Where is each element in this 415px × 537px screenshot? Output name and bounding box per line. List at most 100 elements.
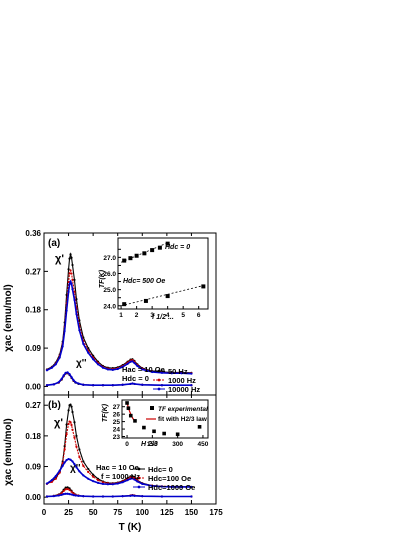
series-point <box>111 368 114 371</box>
inset-b-point <box>128 413 133 418</box>
series-point <box>70 375 73 379</box>
series-point <box>129 477 132 480</box>
series-point <box>68 488 71 492</box>
inset-a-ylabel: TF(K) <box>99 269 106 288</box>
series-point <box>68 257 71 260</box>
inset-b-point <box>125 401 129 405</box>
series-point <box>87 477 90 480</box>
series-point <box>57 494 60 497</box>
series-point <box>69 458 72 461</box>
inset-a-label-top: Hdc = 0 <box>165 244 190 251</box>
inset-b-point <box>175 432 180 437</box>
series-point <box>61 345 64 348</box>
series-point <box>60 377 63 380</box>
series-point <box>180 372 183 375</box>
series-point <box>70 405 73 408</box>
series-point <box>190 384 193 387</box>
series-point <box>96 481 100 484</box>
legend-label: 10000 Hz <box>168 385 200 394</box>
series-point <box>141 495 144 498</box>
series-point <box>64 488 67 491</box>
panel-b-chi-imag: χ'' <box>70 463 81 474</box>
series-point <box>65 423 68 426</box>
series-point <box>66 486 69 489</box>
series-point <box>54 474 57 478</box>
series-point <box>136 364 139 368</box>
series-point <box>64 371 67 374</box>
series-point <box>71 263 74 267</box>
series-point <box>67 290 70 293</box>
series-point <box>82 464 85 467</box>
legend-label: 1000 Hz <box>168 376 196 385</box>
series-point <box>64 486 67 489</box>
series-point <box>106 368 109 371</box>
series-point <box>70 423 73 427</box>
inset-a-point <box>157 245 162 250</box>
series-point <box>75 312 78 316</box>
series-point <box>68 283 71 286</box>
series-point <box>63 461 66 464</box>
series-point <box>77 382 80 385</box>
inset-a-x-tick-label: 3 <box>150 312 154 319</box>
series-point <box>69 403 72 406</box>
inset-a-y-tick-label: 24.0 <box>103 303 116 310</box>
series-point <box>70 493 73 496</box>
series-point <box>68 487 71 490</box>
legend-marker <box>137 485 141 489</box>
series-point <box>160 495 164 498</box>
inset-b-y-tick-label: 24 <box>113 427 121 434</box>
inset-a-point <box>201 284 206 289</box>
series-point <box>73 421 76 424</box>
inset-b-x-tick-label: 150 <box>147 441 158 448</box>
series-point <box>52 495 55 498</box>
inset-a-fit <box>121 284 207 307</box>
inset-b-legend-points: TF experimental <box>158 406 208 413</box>
series-point <box>151 370 154 374</box>
series-point <box>73 463 76 466</box>
series-point <box>92 384 95 387</box>
y-tick-label: 0.18 <box>25 306 41 315</box>
panel-a-hdc: Hdc = 0 <box>122 374 149 383</box>
series-point <box>87 467 90 471</box>
legend-marker <box>157 369 161 373</box>
series-point <box>170 372 173 375</box>
series-point <box>62 493 65 496</box>
series-point <box>61 464 64 467</box>
series-point <box>65 458 68 462</box>
inset-a-point <box>128 256 133 261</box>
series-point <box>52 383 55 386</box>
inset-a-y-tick-label: 25.0 <box>103 287 116 294</box>
series-point <box>78 455 81 459</box>
y-tick-label: 0.00 <box>25 493 41 502</box>
series-point <box>121 365 124 368</box>
series-point <box>180 485 183 489</box>
series-point <box>71 278 74 281</box>
series-point <box>92 495 95 498</box>
panel-a-ylabel: χac (emu/mol) <box>3 284 14 351</box>
series-point <box>101 384 105 387</box>
inset-b-point <box>152 429 156 434</box>
legend-marker <box>137 467 141 471</box>
series-point <box>75 445 78 448</box>
panel-b: 0.00 0.09 0.18 0.27 0 25 50 75 100 125 150 175 Hdc= … <box>25 395 223 517</box>
series-point <box>87 351 90 354</box>
series-point <box>71 410 74 414</box>
series-point <box>74 494 77 497</box>
inset-a-point <box>142 251 147 256</box>
series-point <box>131 382 134 385</box>
series-point <box>106 483 109 486</box>
x-axis-label: T (K) <box>119 522 142 533</box>
x-tick-label: 125 <box>160 508 174 517</box>
inset-a-x-tick-label: 1 <box>119 312 123 319</box>
panel-b-label: (b) <box>48 400 61 411</box>
series-point <box>58 469 61 472</box>
series-point <box>101 481 105 484</box>
panel-a-label: (a) <box>48 238 60 249</box>
inset-a-point <box>122 302 127 307</box>
y-tick-label: 0.00 <box>25 382 41 391</box>
series-point <box>87 470 90 474</box>
series-point <box>160 371 164 374</box>
series-point <box>67 409 70 412</box>
